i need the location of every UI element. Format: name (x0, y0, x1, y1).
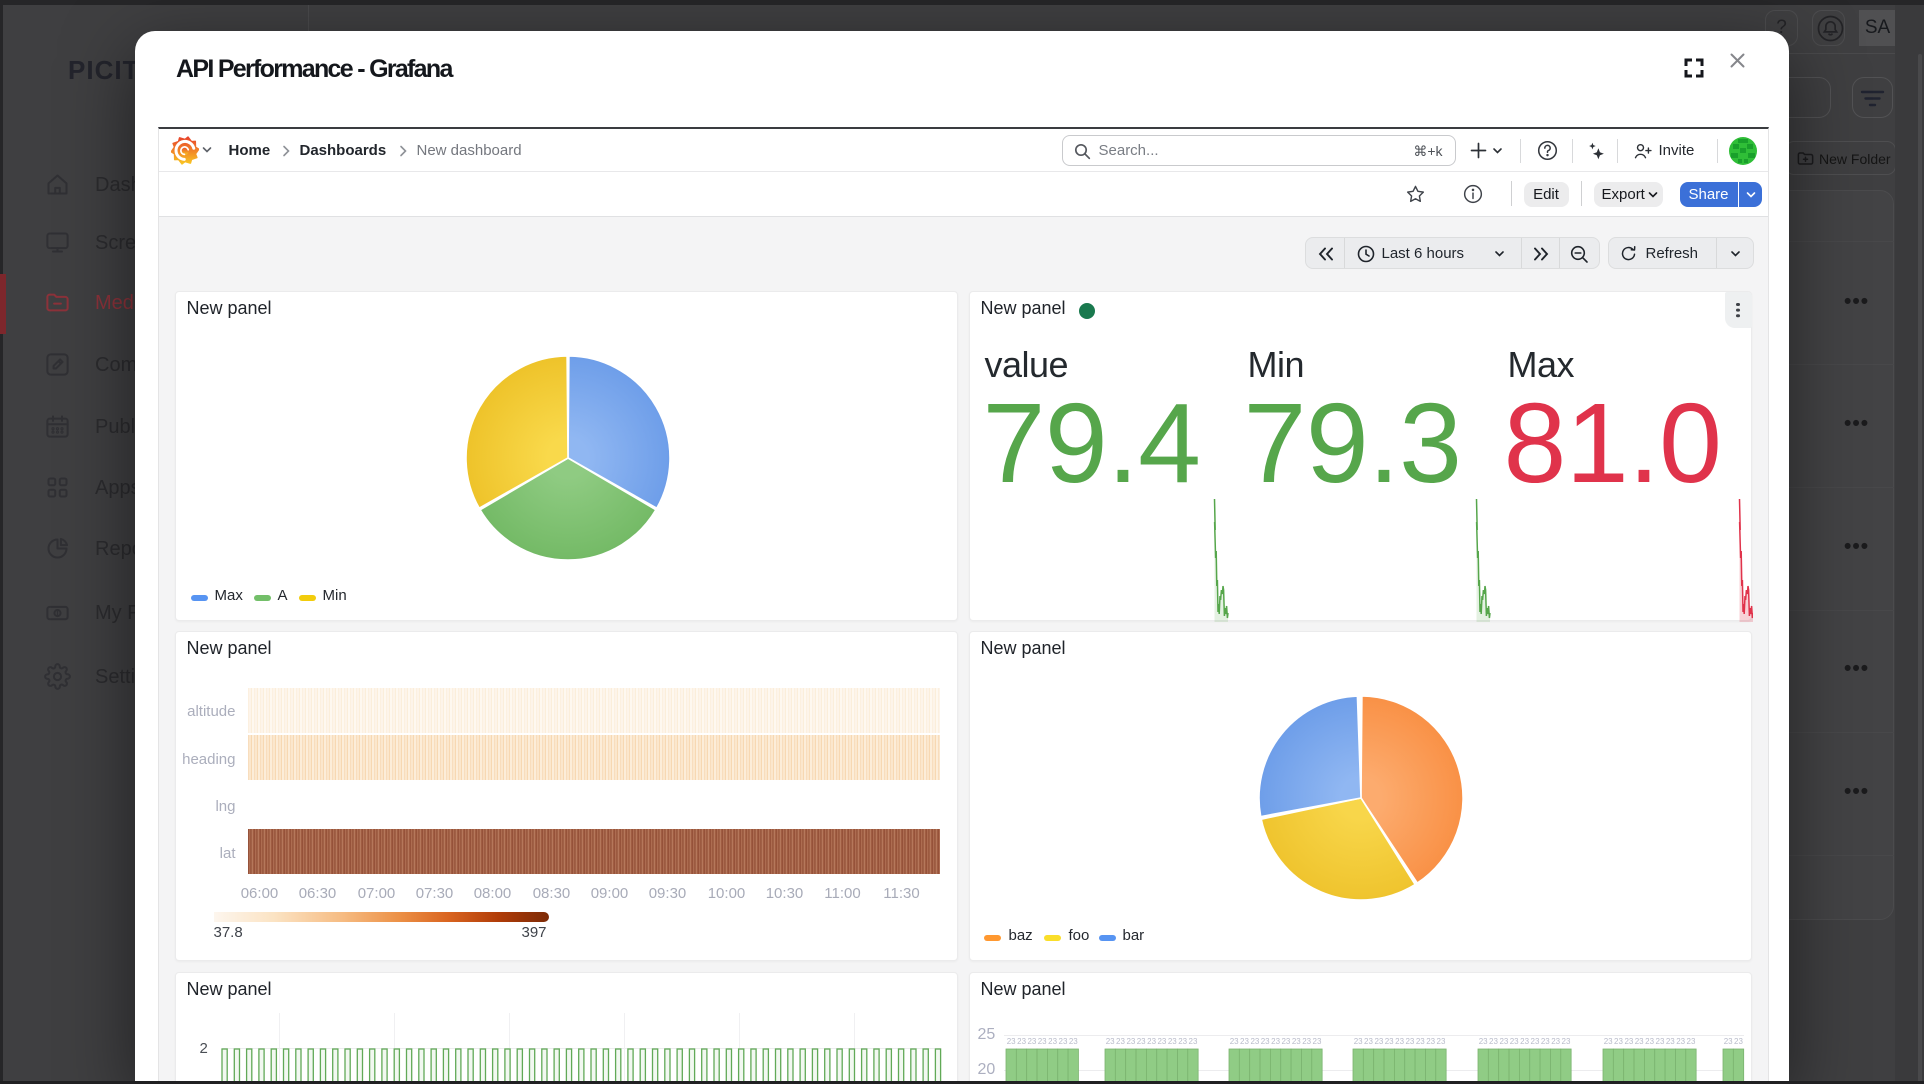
svg-text:23: 23 (1017, 1037, 1026, 1046)
svg-text:23: 23 (1374, 1037, 1383, 1046)
svg-text:23: 23 (1178, 1037, 1187, 1046)
svg-text:23: 23 (1634, 1037, 1643, 1046)
svg-text:23: 23 (1037, 1037, 1046, 1046)
svg-text:23: 23 (1229, 1037, 1238, 1046)
svg-text:23: 23 (1126, 1037, 1135, 1046)
svg-text:23: 23 (1723, 1037, 1732, 1046)
svg-text:23: 23 (1645, 1037, 1654, 1046)
svg-text:23: 23 (1603, 1037, 1612, 1046)
svg-text:23: 23 (1291, 1037, 1300, 1046)
svg-text:23: 23 (1436, 1037, 1445, 1046)
svg-text:23: 23 (1068, 1037, 1077, 1046)
svg-text:23: 23 (1415, 1037, 1424, 1046)
svg-text:23: 23 (1551, 1037, 1560, 1046)
svg-text:23: 23 (1499, 1037, 1508, 1046)
svg-text:23: 23 (1520, 1037, 1529, 1046)
svg-text:23: 23 (1405, 1037, 1414, 1046)
svg-text:23: 23 (1676, 1037, 1685, 1046)
svg-text:23: 23 (1147, 1037, 1156, 1046)
svg-text:23: 23 (1364, 1037, 1373, 1046)
svg-text:23: 23 (1006, 1037, 1015, 1046)
svg-text:23: 23 (1384, 1037, 1393, 1046)
svg-text:23: 23 (1734, 1037, 1743, 1046)
svg-text:23: 23 (1048, 1037, 1057, 1046)
svg-text:23: 23 (1027, 1037, 1036, 1046)
svg-text:23: 23 (1312, 1037, 1321, 1046)
svg-text:23: 23 (1665, 1037, 1674, 1046)
svg-text:23: 23 (1624, 1037, 1633, 1046)
svg-text:23: 23 (1540, 1037, 1549, 1046)
svg-text:23: 23 (1157, 1037, 1166, 1046)
svg-text:23: 23 (1240, 1037, 1249, 1046)
svg-text:23: 23 (1260, 1037, 1269, 1046)
svg-text:23: 23 (1105, 1037, 1114, 1046)
svg-text:23: 23 (1058, 1037, 1067, 1046)
svg-text:23: 23 (1281, 1037, 1290, 1046)
svg-text:23: 23 (1489, 1037, 1498, 1046)
svg-text:23: 23 (1136, 1037, 1145, 1046)
svg-text:23: 23 (1530, 1037, 1539, 1046)
svg-text:23: 23 (1188, 1037, 1197, 1046)
svg-text:23: 23 (1395, 1037, 1404, 1046)
svg-text:23: 23 (1302, 1037, 1311, 1046)
svg-text:23: 23 (1686, 1037, 1695, 1046)
svg-text:23: 23 (1426, 1037, 1435, 1046)
svg-text:23: 23 (1250, 1037, 1259, 1046)
svg-text:23: 23 (1655, 1037, 1664, 1046)
svg-text:23: 23 (1614, 1037, 1623, 1046)
svg-text:23: 23 (1509, 1037, 1518, 1046)
svg-text:23: 23 (1167, 1037, 1176, 1046)
svg-text:23: 23 (1271, 1037, 1280, 1046)
svg-text:23: 23 (1561, 1037, 1570, 1046)
svg-text:23: 23 (1116, 1037, 1125, 1046)
svg-text:23: 23 (1353, 1037, 1362, 1046)
svg-text:23: 23 (1478, 1037, 1487, 1046)
